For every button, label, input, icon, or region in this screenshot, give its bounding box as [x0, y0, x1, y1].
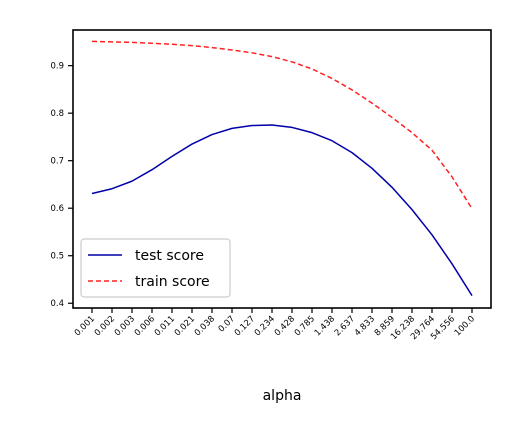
y-tick-label: 0.8 [50, 109, 64, 119]
y-tick-label: 0.4 [50, 299, 64, 309]
legend-label-train-score: train score [135, 274, 210, 290]
y-tick-label: 0.7 [50, 157, 64, 167]
x-tick-label: 100.0 [453, 314, 477, 338]
x-tick-label: 1.438 [313, 314, 337, 338]
x-axis-title: alpha [263, 388, 302, 404]
x-tick-label: 0.428 [273, 314, 297, 338]
x-tick-label: 0.785 [293, 314, 317, 338]
x-tick-label: 0.006 [133, 314, 157, 338]
x-tick-label: 4.833 [353, 314, 377, 338]
y-axis: 0.4 0.5 0.6 0.7 0.8 0.9 [50, 62, 73, 310]
y-tick-label: 0.6 [50, 204, 64, 214]
y-tick-label: 0.9 [50, 62, 64, 72]
x-tick-label: 0.127 [233, 314, 257, 338]
x-tick-label: 0.021 [173, 314, 197, 338]
y-tick-label: 0.5 [50, 252, 64, 262]
x-tick-label: 0.001 [73, 314, 97, 338]
legend: test score train score [81, 239, 230, 297]
legend-label-test-score: test score [135, 248, 204, 264]
x-tick-label: 0.038 [193, 314, 217, 338]
x-tick-label: 0.003 [113, 314, 137, 338]
x-tick-label: 2.637 [333, 314, 357, 338]
x-tick-label: 0.234 [253, 314, 277, 338]
x-tick-label: 0.002 [93, 314, 117, 338]
x-tick-label: 0.011 [153, 314, 177, 338]
